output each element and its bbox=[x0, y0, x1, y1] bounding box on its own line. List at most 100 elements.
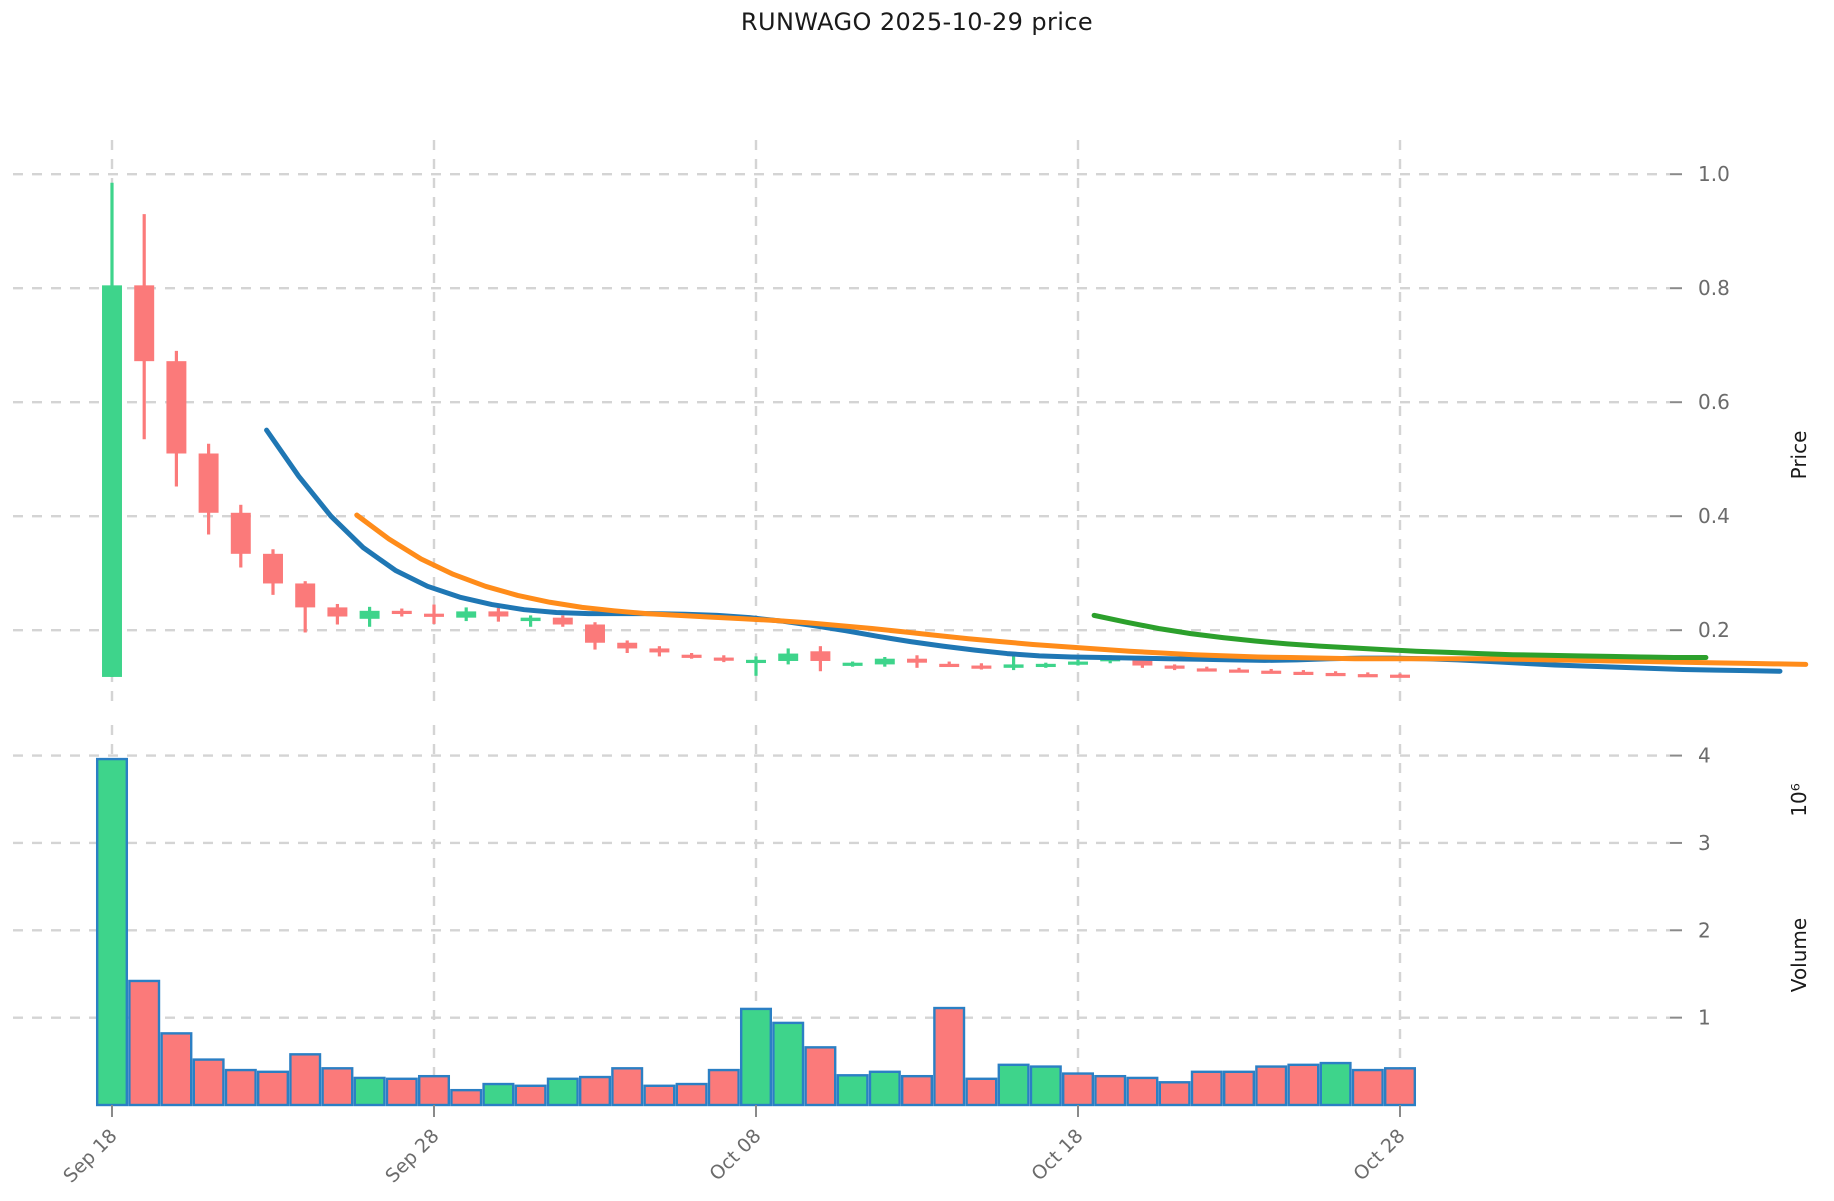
x-tick-label: Oct 08 bbox=[705, 1125, 765, 1185]
volume-bar bbox=[1287, 1063, 1320, 1107]
candlestick bbox=[1357, 672, 1378, 678]
volume-exponent-label: 10⁶ bbox=[1787, 783, 1811, 816]
x-tick-label: Sep 18 bbox=[59, 1125, 121, 1187]
candlestick bbox=[810, 646, 831, 672]
candlestick bbox=[1068, 659, 1088, 666]
volume-bar bbox=[450, 1088, 483, 1107]
volume-bar bbox=[578, 1075, 612, 1107]
candlestick bbox=[842, 661, 863, 667]
price-tick-label: 0.2 bbox=[1698, 618, 1730, 642]
price-tick-label: 0.4 bbox=[1698, 504, 1730, 528]
volume-bar bbox=[546, 1077, 579, 1107]
candlestick bbox=[1261, 668, 1282, 674]
candlestick bbox=[456, 607, 477, 622]
x-tick-label: Sep 28 bbox=[381, 1125, 443, 1187]
candlestick bbox=[778, 648, 799, 665]
volume-gridlines bbox=[13, 754, 1670, 1019]
volume-bar bbox=[1094, 1074, 1127, 1107]
volume-bar bbox=[1158, 1081, 1191, 1107]
candlestick bbox=[359, 606, 380, 627]
x-tick-label: Oct 18 bbox=[1027, 1125, 1087, 1185]
candlestick bbox=[907, 655, 927, 668]
candlestick-series bbox=[102, 182, 1410, 678]
candlestick bbox=[102, 182, 122, 677]
volume-bar bbox=[1222, 1070, 1256, 1107]
volume-bar bbox=[772, 1021, 805, 1107]
candlestick bbox=[198, 443, 219, 535]
volume-bar bbox=[868, 1070, 901, 1107]
volume-bar bbox=[417, 1074, 451, 1107]
volume-bar bbox=[385, 1077, 418, 1107]
x-tick-label: Oct 28 bbox=[1349, 1125, 1409, 1185]
volume-bar bbox=[160, 1032, 193, 1107]
volume-bar bbox=[256, 1070, 290, 1107]
volume-bar bbox=[321, 1067, 354, 1107]
volume-bar-series bbox=[95, 757, 1417, 1107]
volume-axis-ticks: 4 3 2 1 bbox=[1670, 744, 1711, 1030]
line-ma-mid bbox=[354, 512, 1809, 667]
candlestick bbox=[1293, 670, 1314, 676]
candlestick bbox=[746, 656, 766, 676]
line-ma-long bbox=[1091, 612, 1709, 661]
price-axis-ticks: 1.0 0.8 0.6 0.4 0.2 bbox=[1670, 162, 1730, 642]
volume-bar bbox=[224, 1068, 257, 1107]
candlestick bbox=[1325, 671, 1346, 677]
candlestick bbox=[681, 653, 702, 659]
volume-bar bbox=[933, 1006, 966, 1107]
candlestick bbox=[1390, 673, 1410, 678]
volume-bar bbox=[1319, 1061, 1352, 1107]
candlestick bbox=[552, 615, 573, 627]
volume-bar bbox=[739, 1007, 773, 1107]
candlestick bbox=[874, 656, 895, 667]
price-axis-title: Price bbox=[1787, 431, 1811, 480]
volume-axis-title: Volume bbox=[1787, 918, 1811, 992]
volume-bar bbox=[482, 1082, 515, 1107]
price-tick-label: 0.8 bbox=[1698, 276, 1730, 300]
volume-bar bbox=[289, 1053, 322, 1107]
price-gridlines bbox=[13, 172, 1670, 632]
line-ma-short bbox=[264, 427, 1783, 674]
axis-titles: Price Volume 10⁶ bbox=[1787, 431, 1811, 993]
candlestick bbox=[617, 640, 638, 653]
candlestick bbox=[166, 350, 187, 487]
volume-bar bbox=[965, 1077, 998, 1107]
volume-bar bbox=[900, 1074, 934, 1107]
candlestick bbox=[649, 646, 670, 657]
volume-bar bbox=[836, 1074, 869, 1107]
volume-bar bbox=[1255, 1065, 1288, 1107]
volume-bar bbox=[1061, 1072, 1095, 1107]
volume-tick-label: 1 bbox=[1698, 1006, 1711, 1030]
volume-bar bbox=[707, 1068, 740, 1107]
volume-bar bbox=[514, 1084, 547, 1107]
candlestick bbox=[971, 663, 992, 670]
candlestick bbox=[520, 615, 541, 627]
volume-tick-label: 4 bbox=[1698, 744, 1711, 768]
candlestick bbox=[230, 504, 251, 568]
volume-bar bbox=[1126, 1076, 1159, 1107]
candlestick bbox=[295, 581, 316, 633]
candlestick bbox=[488, 607, 509, 622]
volume-bar bbox=[1351, 1068, 1384, 1107]
candlestick bbox=[1164, 664, 1185, 671]
candlestick bbox=[1229, 667, 1249, 673]
volume-bar bbox=[997, 1063, 1030, 1107]
volume-bar bbox=[353, 1076, 386, 1107]
candlestick bbox=[585, 622, 605, 650]
candlestick bbox=[391, 608, 412, 617]
volume-bar bbox=[611, 1067, 644, 1107]
volume-bar bbox=[804, 1046, 837, 1107]
candlestick bbox=[134, 214, 155, 440]
volume-tick-label: 3 bbox=[1698, 831, 1711, 855]
volume-bar bbox=[1190, 1070, 1223, 1107]
volume-bar bbox=[643, 1084, 676, 1107]
volume-bar bbox=[675, 1082, 708, 1107]
candlestick bbox=[713, 655, 734, 663]
candlestick bbox=[263, 549, 283, 595]
volume-bar bbox=[1383, 1067, 1417, 1107]
moving-average-lines bbox=[264, 427, 1809, 674]
volume-bar bbox=[192, 1058, 225, 1107]
candlestick bbox=[424, 604, 444, 624]
volume-tick-label: 2 bbox=[1698, 918, 1711, 942]
